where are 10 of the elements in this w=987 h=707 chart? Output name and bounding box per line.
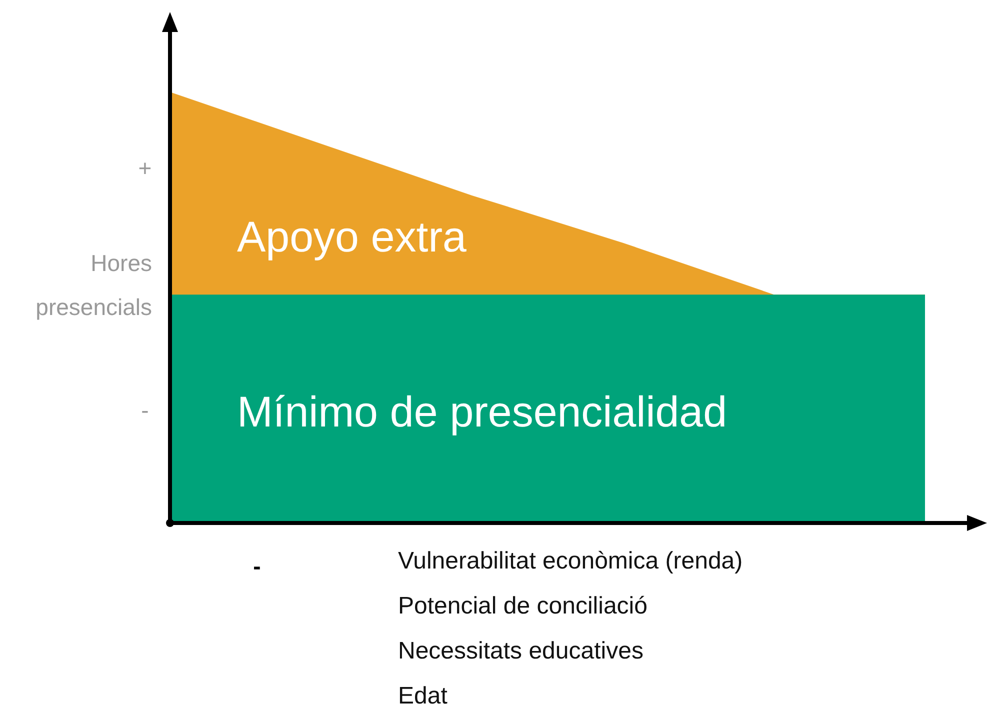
y-axis-title: Hores presencials xyxy=(36,250,152,320)
text: Necessitats educatives xyxy=(398,637,644,664)
series-label: Mínimo de presencialidad xyxy=(237,388,727,436)
text: Vulnerabilitat econòmica (renda) xyxy=(398,547,743,574)
text: - xyxy=(141,397,149,424)
text: + xyxy=(138,155,152,182)
text: - xyxy=(253,553,261,580)
series-label: Apoyo extra xyxy=(237,213,467,262)
text: Potencial de conciliació xyxy=(398,592,648,620)
text: Edat xyxy=(398,682,448,707)
